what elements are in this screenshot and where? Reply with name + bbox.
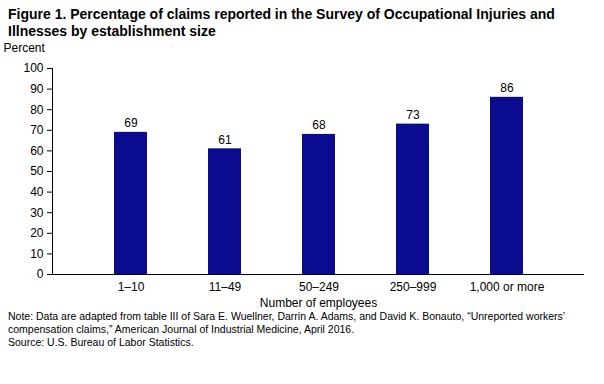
svg-text:1,000 or more: 1,000 or more	[470, 280, 545, 294]
svg-text:30: 30	[30, 206, 44, 220]
svg-text:70: 70	[30, 123, 44, 137]
svg-text:50: 50	[30, 164, 44, 178]
svg-text:68: 68	[312, 118, 326, 132]
svg-text:11–49: 11–49	[209, 280, 242, 294]
svg-text:50–249: 50–249	[299, 280, 339, 294]
svg-text:60: 60	[30, 144, 44, 158]
svg-text:69: 69	[124, 116, 138, 130]
svg-text:100: 100	[23, 61, 43, 75]
svg-text:Percent: Percent	[4, 41, 46, 55]
svg-text:80: 80	[30, 103, 44, 117]
svg-text:Number of employees: Number of employees	[260, 296, 377, 310]
svg-text:73: 73	[406, 108, 420, 122]
svg-text:250–999: 250–999	[390, 280, 437, 294]
html-text:Note: Data are adapted from ta: Note: Data are adapted from table III of…	[8, 310, 565, 335]
svg-text:20: 20	[30, 226, 44, 240]
svg-text:90: 90	[30, 82, 44, 96]
svg-text:0: 0	[37, 267, 44, 281]
svg-text:86: 86	[500, 81, 514, 95]
svg-text:1–10: 1–10	[118, 280, 145, 294]
svg-text:61: 61	[218, 133, 232, 147]
html-text:Figure 1. Percentage of claims: Figure 1. Percentage of claims reported …	[8, 6, 555, 39]
html-text:Source: U.S. Bureau of Labor S: Source: U.S. Bureau of Labor Statistics.	[8, 336, 194, 348]
svg-text:10: 10	[30, 247, 44, 261]
svg-text:40: 40	[30, 185, 44, 199]
